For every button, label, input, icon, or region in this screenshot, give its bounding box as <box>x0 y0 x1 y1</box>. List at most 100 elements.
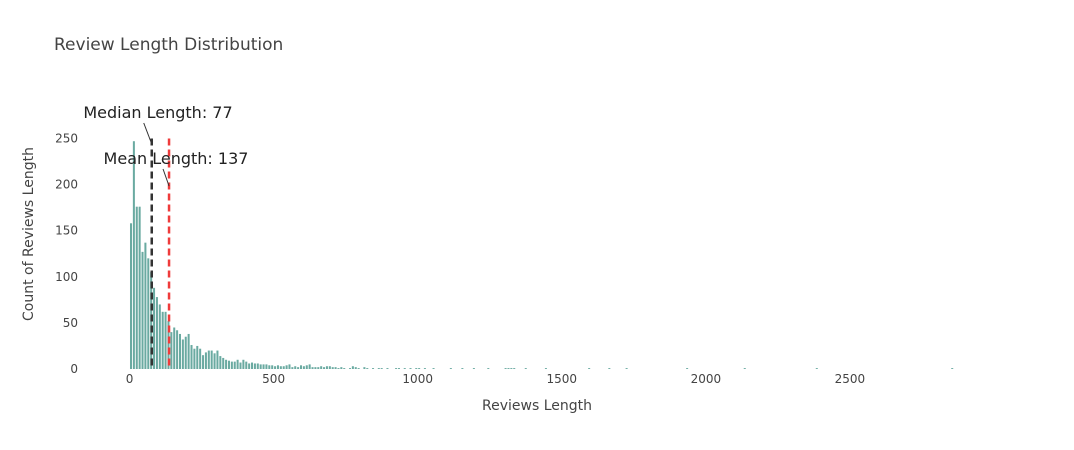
histogram-bar <box>288 364 290 369</box>
histogram-bar <box>165 312 167 369</box>
histogram-bar <box>326 366 328 369</box>
histogram-bar <box>182 339 184 369</box>
histogram-bar <box>142 252 144 369</box>
histogram-bar <box>265 364 267 369</box>
histogram-bar <box>329 366 331 369</box>
histogram-bar <box>251 363 253 369</box>
histogram-bar <box>248 363 250 369</box>
histogram-bar <box>237 360 239 369</box>
y-tick-label: 50 <box>63 316 78 330</box>
x-tick-label: 2500 <box>835 372 866 386</box>
histogram-bar <box>349 368 351 369</box>
histogram-bar <box>588 368 590 369</box>
histogram-bar <box>254 363 256 369</box>
histogram-bar <box>263 364 265 369</box>
histogram-bar <box>216 351 218 369</box>
histogram-bar <box>283 366 285 369</box>
histogram-bar <box>188 334 190 369</box>
histogram-bar <box>366 368 368 369</box>
histogram-bar <box>372 368 374 369</box>
histogram-bar <box>386 368 388 369</box>
histogram-bar <box>608 368 610 369</box>
histogram-bar <box>245 362 247 369</box>
histogram-bar <box>686 368 688 369</box>
histogram-bar <box>404 368 406 369</box>
histogram-bar <box>409 368 411 369</box>
histogram-bar <box>239 363 241 369</box>
histogram-bar <box>545 368 547 369</box>
histogram-bar <box>225 360 227 369</box>
histogram-bar <box>193 349 195 369</box>
mean-label: Mean Length: 137 <box>104 149 249 168</box>
histogram-bar <box>242 360 244 369</box>
histogram-bar <box>199 349 201 369</box>
histogram-bar <box>951 368 953 369</box>
histogram-bar <box>130 223 132 369</box>
histogram-bar <box>228 361 230 369</box>
x-axis-title: Reviews Length <box>482 398 592 414</box>
y-tick-label: 250 <box>55 131 78 145</box>
histogram-bar <box>418 368 420 369</box>
histogram-bar <box>398 368 400 369</box>
histogram-bar <box>291 367 293 369</box>
x-tick-label: 2000 <box>691 372 722 386</box>
histogram-bar <box>297 367 299 369</box>
histogram-bar <box>153 288 155 369</box>
histogram-bar <box>461 368 463 369</box>
histogram-bar <box>340 367 342 369</box>
histogram-bar <box>320 366 322 369</box>
histogram-bar <box>510 368 512 369</box>
median-label: Median Length: 77 <box>83 103 232 122</box>
histogram-bar <box>179 334 181 369</box>
histogram-bar <box>323 367 325 369</box>
median-arrow <box>144 123 152 144</box>
histogram-bar <box>314 367 316 369</box>
histogram-bar <box>260 364 262 369</box>
histogram-bar <box>317 367 319 369</box>
x-tick-label: 1500 <box>547 372 578 386</box>
histogram-bar <box>487 368 489 369</box>
histogram-bar <box>450 368 452 369</box>
histogram-bar <box>816 368 818 369</box>
y-tick-label: 100 <box>55 270 78 284</box>
histogram-bar <box>147 258 149 369</box>
histogram-bar <box>268 365 270 369</box>
histogram-bar <box>355 367 357 369</box>
histogram-bar <box>424 368 426 369</box>
histogram-bar <box>312 367 314 369</box>
histogram-bar <box>156 297 158 369</box>
y-tick-label: 200 <box>55 178 78 192</box>
histogram-bar <box>335 367 337 369</box>
histogram-bar <box>139 207 141 369</box>
histogram-bar <box>133 141 135 369</box>
y-tick-label: 150 <box>55 224 78 238</box>
histogram-bar <box>173 328 175 370</box>
histogram-bar <box>505 368 507 369</box>
histogram-bar <box>191 345 193 369</box>
histogram-bar <box>159 304 161 369</box>
y-tick-label: 0 <box>70 362 78 376</box>
histogram-bar <box>309 364 311 369</box>
y-axis-title: Count of Reviews Length <box>21 147 37 321</box>
histogram-bar <box>381 368 383 369</box>
histogram-bar <box>378 368 380 369</box>
x-tick-label: 500 <box>262 372 285 386</box>
y-axis: 0 50 100 150 200 250 <box>55 131 78 376</box>
histogram-bar <box>395 368 397 369</box>
histogram-bar <box>303 366 305 369</box>
histogram-bar <box>294 366 296 369</box>
histogram-bar <box>286 365 288 369</box>
x-tick-label: 0 <box>126 372 134 386</box>
histogram-bar <box>513 368 515 369</box>
x-axis: 0 500 1000 1500 2000 2500 <box>126 372 865 386</box>
histogram-bar <box>214 353 216 369</box>
histogram-bar <box>358 368 360 369</box>
histogram-bar <box>433 368 435 369</box>
histogram-bar <box>343 368 345 369</box>
histogram-bar <box>202 355 204 369</box>
chart-title: Review Length Distribution <box>54 35 283 55</box>
histogram-bar <box>196 346 198 369</box>
histogram-bar <box>208 351 210 369</box>
histogram-bar <box>231 362 233 369</box>
